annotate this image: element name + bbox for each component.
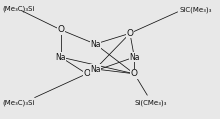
Text: SiC(Me₃)₃: SiC(Me₃)₃ [180,6,212,13]
Text: Na: Na [90,40,101,49]
Text: Na: Na [90,64,101,74]
Text: Na: Na [129,53,139,62]
Text: (Me₃C)₃Si: (Me₃C)₃Si [2,5,35,12]
Text: Na: Na [55,53,66,62]
Text: O: O [126,29,134,38]
Text: O: O [57,25,64,34]
Text: (Me₃C)₃Si: (Me₃C)₃Si [2,99,35,106]
Text: O: O [131,69,138,78]
Text: Si(CMe₃)₃: Si(CMe₃)₃ [134,99,167,106]
Text: O: O [83,69,90,78]
